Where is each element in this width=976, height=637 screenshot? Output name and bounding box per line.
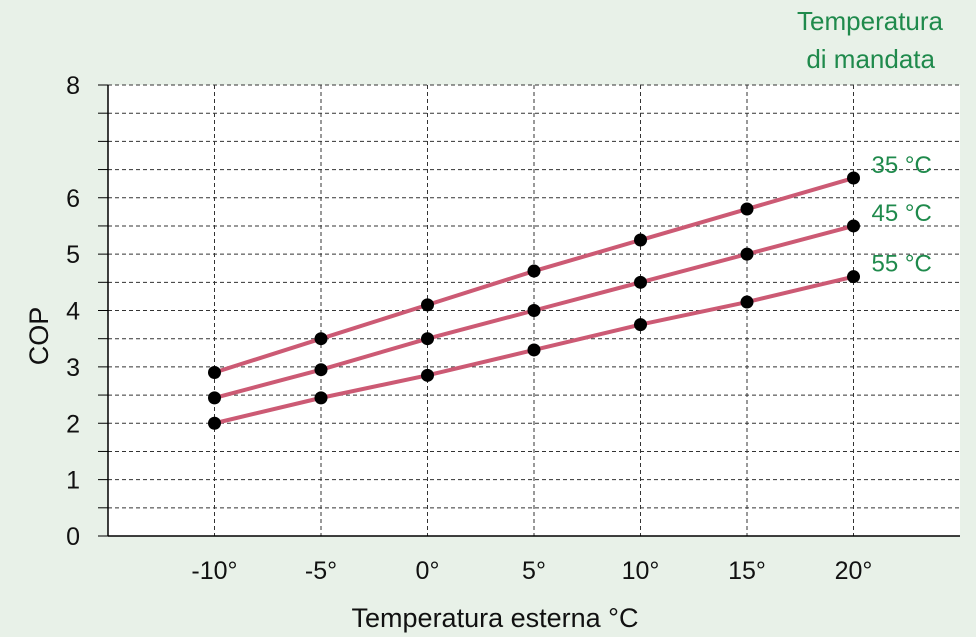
data-point (740, 247, 754, 261)
data-point (208, 416, 221, 430)
y-tick-label: 8 (66, 72, 80, 100)
series-label: 45 °C (872, 200, 932, 227)
data-point (634, 233, 647, 247)
data-point (740, 295, 754, 309)
x-tick-label: -10° (191, 557, 237, 585)
y-tick-label: 0 (66, 523, 80, 551)
series-group: 35 °C 45 °C 55 °C (208, 152, 932, 430)
series-1: 45 °C (208, 200, 932, 405)
data-point (634, 318, 647, 332)
series-label: 35 °C (872, 152, 932, 179)
legend-title-line-1: Temperatura (797, 6, 943, 36)
data-point (527, 304, 541, 317)
data-point (634, 275, 647, 289)
y-axis-title: COP (24, 307, 54, 366)
y-tick-label: 4 (66, 298, 80, 326)
x-tick-label: 20° (835, 557, 873, 585)
x-tick-label: 0° (416, 557, 440, 585)
tick-labels: 0 1 2 3 4 5 6 8 -10° -5° 0° 5° 10° 15° 20° (66, 72, 872, 585)
axes (98, 84, 960, 537)
x-tick-label: 5° (522, 557, 546, 585)
data-point (421, 332, 434, 346)
data-point (527, 343, 541, 357)
x-tick-label: -5° (305, 557, 337, 585)
data-point (740, 202, 754, 216)
y-tick-label: 5 (66, 241, 80, 269)
data-point (847, 171, 860, 185)
data-point (208, 391, 221, 405)
y-tick-label: 6 (66, 185, 80, 213)
data-point (314, 332, 328, 346)
y-tick-label: 1 (66, 467, 80, 495)
data-point (314, 391, 328, 405)
data-point (847, 270, 860, 284)
x-tick-label: 10° (622, 557, 660, 585)
data-point (847, 219, 860, 233)
x-tick-label: 15° (728, 557, 766, 585)
data-point (314, 363, 328, 377)
series-0: 35 °C (208, 152, 932, 380)
series-label: 55 °C (872, 251, 932, 278)
data-point (527, 264, 541, 278)
y-tick-label: 2 (66, 410, 80, 438)
data-point (421, 368, 434, 382)
series-2: 55 °C (208, 251, 932, 430)
grid (108, 84, 960, 536)
data-point (421, 298, 434, 312)
y-tick-label: 3 (66, 354, 80, 382)
data-point (208, 366, 221, 380)
x-axis-title: Temperatura esterna °C (352, 603, 639, 633)
legend-title-line-2: di mandata (806, 44, 935, 74)
